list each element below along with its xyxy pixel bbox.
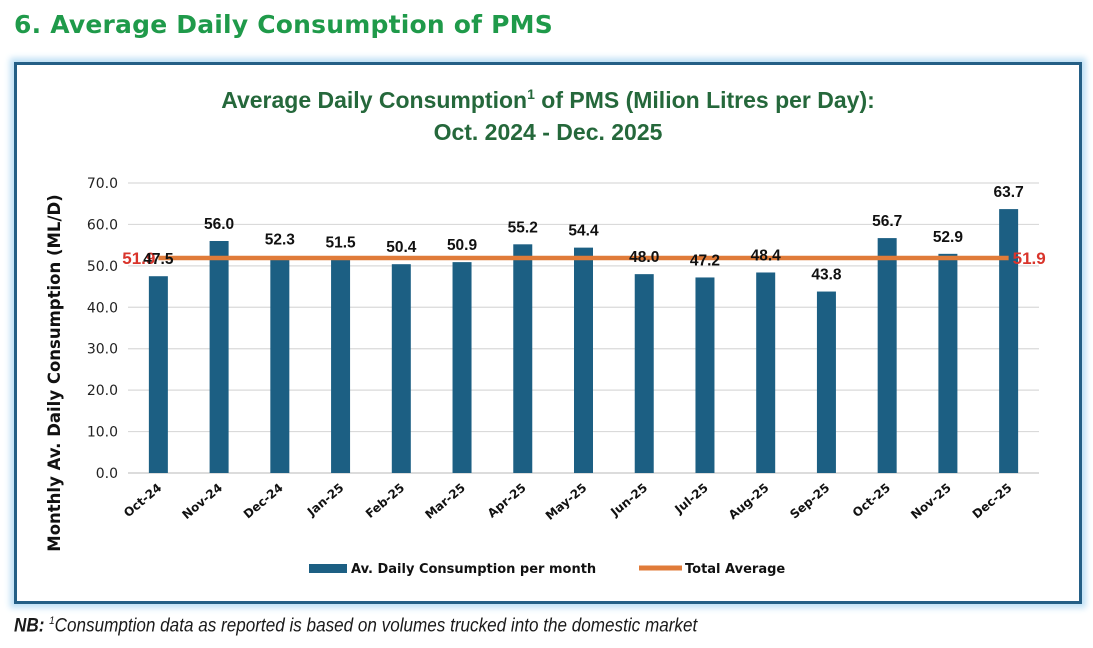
x-tick-label: Oct-24: [121, 481, 164, 520]
x-tick-label: Oct-25: [850, 481, 893, 520]
footnote-prefix: NB:: [14, 615, 45, 637]
x-tick-label: May-25: [543, 481, 590, 523]
bar: [331, 259, 351, 473]
x-tick-label: Aug-25: [726, 481, 772, 523]
bar: [513, 244, 533, 473]
y-axis-ticks: 0.0 10.0 20.0 30.0 40.0 50.0 60.0 70.0: [87, 176, 118, 482]
legend-label-line: Total Average: [685, 562, 785, 577]
bar-value-label: 52.9: [933, 229, 964, 246]
y-tick-label: 50.0: [87, 259, 118, 275]
average-label-right: 51.9: [1013, 249, 1046, 268]
bar: [148, 276, 168, 473]
section-title: 6. Average Daily Consumption of PMS: [14, 10, 553, 39]
bar-chart: Average Daily Consumption1 of PMS (Milio…: [45, 86, 1046, 577]
bar-value-label: 51.5: [325, 235, 356, 252]
legend-swatch-bar: [309, 564, 347, 573]
x-axis-ticks: Oct-24 Nov-24 Dec-24 Jan-25 Feb-25 Mar-25 Apr-…: [121, 481, 1015, 523]
y-tick-label: 20.0: [87, 383, 118, 399]
bar: [938, 253, 958, 473]
legend: Av. Daily Consumption per month Total Av…: [309, 562, 785, 577]
chart-title-part1: Average Daily Consumption: [221, 87, 527, 113]
bar: [209, 241, 229, 473]
bar-value-label: 43.8: [811, 267, 842, 284]
bar: [756, 272, 776, 473]
bar-value-label: 48.0: [629, 249, 659, 266]
x-tick-label: Jun-25: [607, 481, 650, 520]
x-tick-label: Nov-24: [179, 481, 225, 522]
x-tick-label: Jan-25: [304, 481, 347, 520]
chart-title: Average Daily Consumption1 of PMS (Milio…: [221, 86, 875, 145]
bar-value-label: 55.2: [508, 219, 538, 236]
bar: [391, 264, 411, 473]
y-tick-label: 0.0: [96, 466, 118, 482]
x-tick-label: Mar-25: [422, 481, 467, 522]
x-tick-label: Nov-25: [908, 481, 954, 522]
bar-value-label: 56.0: [204, 216, 234, 233]
x-tick-label: Dec-25: [970, 481, 1015, 522]
bar: [270, 256, 290, 473]
bar-value-label: 50.9: [447, 237, 478, 254]
bar-value-label: 56.7: [872, 213, 902, 230]
average-line-group: 51.9 51.9: [122, 249, 1045, 268]
x-tick-label: Sep-25: [787, 481, 832, 522]
bar-value-label: 47.5: [143, 251, 174, 268]
footnote-text: Consumption data as reported is based on…: [54, 615, 698, 637]
chart-frame: Average Daily Consumption1 of PMS (Milio…: [14, 62, 1082, 604]
chart-title-line1: Average Daily Consumption1 of PMS (Milio…: [221, 86, 875, 113]
bar: [634, 274, 654, 473]
bar: [816, 291, 836, 473]
chart-title-line2: Oct. 2024 - Dec. 2025: [434, 119, 663, 145]
bar-value-label: 63.7: [994, 184, 1024, 201]
legend-label-bar: Av. Daily Consumption per month: [351, 562, 596, 577]
bar: [695, 277, 715, 473]
x-tick-label: Apr-25: [485, 481, 529, 521]
bars: [148, 209, 1019, 473]
bar-value-label: 48.4: [751, 247, 782, 264]
y-tick-label: 70.0: [87, 176, 118, 192]
bar: [574, 247, 593, 473]
x-tick-label: Dec-24: [241, 481, 286, 522]
bar: [877, 238, 897, 473]
bar: [999, 209, 1019, 473]
footnote-marker: 1: [49, 615, 55, 627]
y-tick-label: 60.0: [87, 217, 118, 233]
x-tick-label: Jul-25: [671, 481, 710, 517]
y-tick-label: 10.0: [87, 425, 118, 441]
y-axis-label: Monthly Av. Daily Consumption (ML/D): [45, 194, 64, 551]
y-tick-label: 40.0: [87, 300, 118, 316]
chart-title-part2: of PMS (Milion Litres per Day):: [535, 87, 875, 113]
bar-labels: 47.5 56.0 52.3 51.5 50.4 50.9 55.2 54.4 48.0 47.2…: [143, 184, 1023, 283]
bar-value-label: 50.4: [386, 239, 417, 256]
bar-value-label: 52.3: [265, 231, 296, 248]
bar: [452, 262, 472, 473]
bar-value-label: 47.2: [690, 252, 720, 269]
average-label-left: 51.9: [122, 249, 155, 268]
bar-value-label: 54.4: [568, 223, 599, 240]
chart-title-superscript: 1: [527, 86, 535, 102]
footnote: NB: 1Consumption data as reported is bas…: [14, 615, 697, 637]
y-tick-label: 30.0: [87, 342, 118, 358]
x-tick-label: Feb-25: [363, 481, 407, 521]
